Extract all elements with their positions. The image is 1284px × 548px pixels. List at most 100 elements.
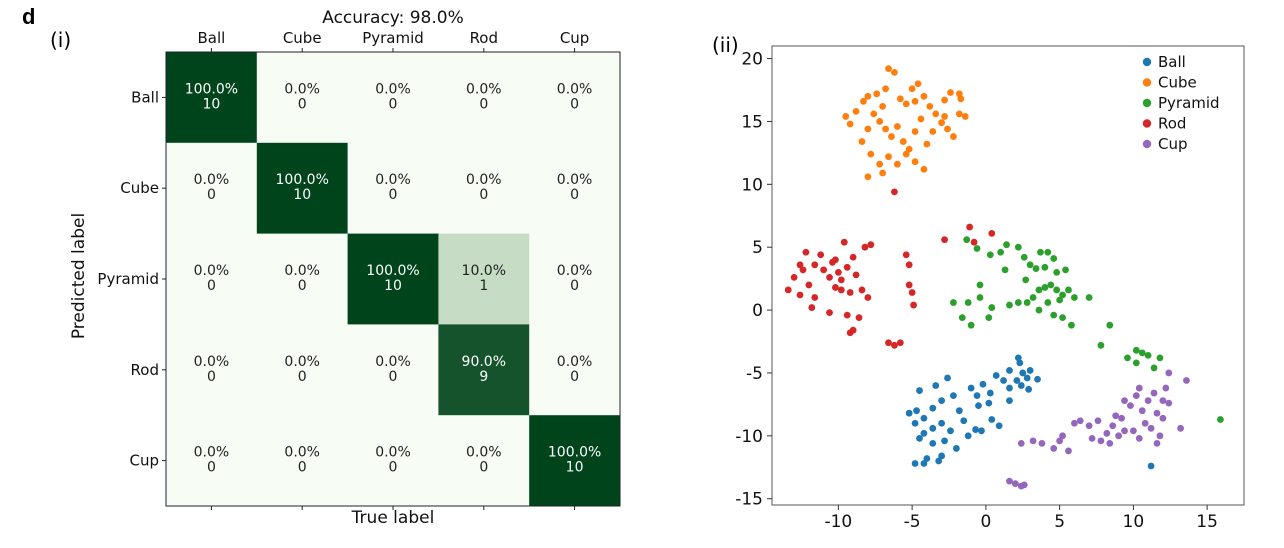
data-point xyxy=(1035,286,1043,294)
data-point xyxy=(1132,392,1140,399)
data-point xyxy=(867,241,875,249)
data-point xyxy=(1056,296,1064,304)
data-point xyxy=(978,427,985,435)
cell-percent: 0.0% xyxy=(557,263,593,279)
scatter-plot-points xyxy=(784,65,1224,490)
data-point xyxy=(790,273,798,281)
data-point xyxy=(849,253,857,261)
cell-percent: 10.0% xyxy=(462,263,506,279)
cell-percent: 0.0% xyxy=(375,172,411,188)
data-point xyxy=(843,311,851,319)
matrix-cell xyxy=(256,233,349,325)
data-point xyxy=(826,273,833,281)
data-point xyxy=(805,281,813,289)
data-point xyxy=(1085,422,1093,430)
matrix-cell xyxy=(256,415,349,507)
legend-label: Rod xyxy=(1158,115,1186,133)
data-point xyxy=(985,314,993,322)
data-point xyxy=(1162,384,1170,392)
data-point xyxy=(1127,402,1134,410)
data-point xyxy=(988,416,996,423)
y-tick-label: -10 xyxy=(735,427,763,447)
legend-label: Cup xyxy=(1158,135,1188,153)
data-point xyxy=(1118,414,1125,422)
data-point xyxy=(1135,384,1143,392)
data-point xyxy=(1121,427,1128,435)
cell-count: 0 xyxy=(207,460,216,476)
cell-percent: 0.0% xyxy=(194,445,230,461)
data-point xyxy=(976,281,984,289)
data-point xyxy=(1150,389,1158,397)
y-tick-label: 15 xyxy=(741,112,763,132)
data-point xyxy=(902,150,910,158)
data-point xyxy=(1059,291,1066,299)
data-point xyxy=(891,69,898,76)
legend-marker xyxy=(1142,57,1152,67)
data-point xyxy=(1062,266,1069,274)
matrix-cell xyxy=(347,415,439,507)
y-tick-label: Rod xyxy=(131,361,159,379)
data-point xyxy=(963,236,971,244)
data-point xyxy=(920,165,928,173)
sublabel-i: (i) xyxy=(50,28,71,52)
data-point xyxy=(910,301,917,309)
data-point xyxy=(1029,294,1037,301)
matrix-cell xyxy=(166,233,258,325)
cell-count: 0 xyxy=(207,187,216,203)
data-point xyxy=(911,128,919,135)
data-point xyxy=(1144,397,1152,405)
data-point xyxy=(864,92,872,100)
data-point xyxy=(961,113,969,120)
data-point xyxy=(1011,480,1019,488)
data-point xyxy=(967,384,975,392)
x-tick-label: Pyramid xyxy=(362,29,424,47)
data-point xyxy=(986,389,994,397)
data-point xyxy=(1165,399,1173,407)
data-point xyxy=(899,138,907,145)
data-point xyxy=(950,133,957,140)
legend-label: Cube xyxy=(1158,74,1197,92)
data-point xyxy=(1006,384,1013,392)
data-point xyxy=(920,429,928,437)
cell-count: 0 xyxy=(207,369,216,385)
series-cube xyxy=(842,65,969,181)
matrix-cell xyxy=(529,142,621,235)
data-point xyxy=(799,266,807,274)
cell-percent: 0.0% xyxy=(466,445,502,461)
y-tick-label: Pyramid xyxy=(97,270,159,288)
data-point xyxy=(846,329,854,337)
data-point xyxy=(1056,437,1064,445)
data-point xyxy=(957,95,965,103)
data-point xyxy=(1070,294,1078,301)
matrix-cell xyxy=(347,233,439,325)
data-point xyxy=(837,276,845,284)
scatter-plot: -10 -5 0 5 10 15 -15 -10 -5 0 5 10 15 20 Ball Cube Pyra… xyxy=(735,45,1245,532)
matrix-cell xyxy=(256,142,349,235)
x-tick-label: -10 xyxy=(824,512,852,532)
data-point xyxy=(1006,397,1013,405)
cell-percent: 0.0% xyxy=(284,263,320,279)
data-point xyxy=(826,309,833,316)
y-tick-label: 0 xyxy=(752,301,763,321)
y-tick-label: -5 xyxy=(746,364,763,384)
data-point xyxy=(988,304,996,311)
data-point xyxy=(1124,354,1131,362)
scatter-plot-legend: Ball Cube Pyramid Rod Cup xyxy=(1142,53,1220,153)
matrix-cell xyxy=(166,415,258,507)
data-point xyxy=(1065,447,1072,455)
data-point xyxy=(1147,462,1155,470)
data-point xyxy=(1050,445,1058,452)
data-point xyxy=(837,286,845,294)
data-point xyxy=(941,96,948,104)
cell-percent: 0.0% xyxy=(284,81,320,97)
data-point xyxy=(1059,432,1066,440)
data-point xyxy=(1053,286,1061,294)
data-point xyxy=(997,248,1005,256)
data-point xyxy=(1020,253,1028,261)
y-tick-label: Cube xyxy=(120,179,159,197)
cell-percent: 0.0% xyxy=(194,172,230,188)
y-tick-label: Ball xyxy=(131,88,159,106)
data-point xyxy=(858,138,866,145)
data-point xyxy=(1156,432,1164,440)
data-point xyxy=(1006,367,1013,374)
